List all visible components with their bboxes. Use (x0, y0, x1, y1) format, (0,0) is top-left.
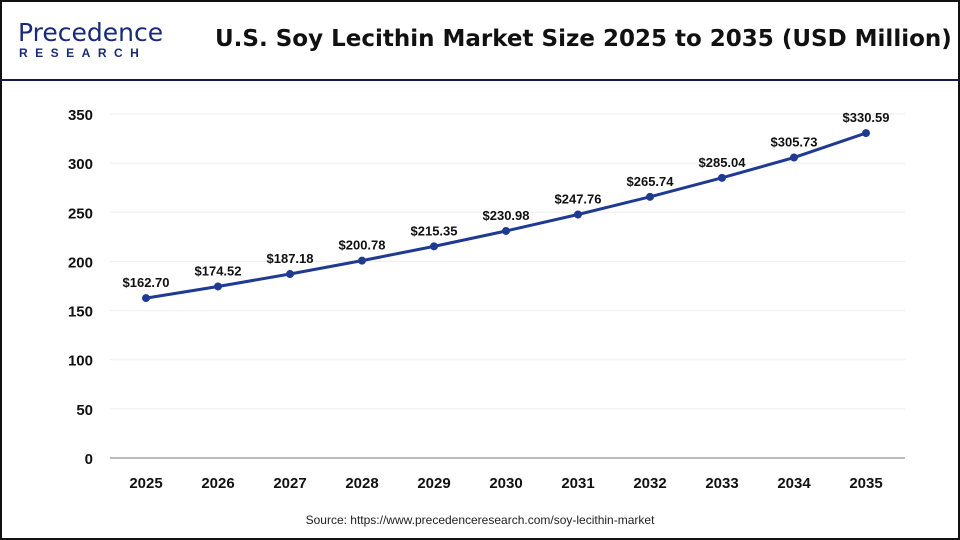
y-tick-label: 0 (85, 451, 93, 468)
logo-subtitle: RESEARCH (19, 46, 147, 60)
data-label: $215.35 (411, 223, 458, 238)
data-label: $285.04 (699, 155, 747, 170)
x-tick-label: 2031 (561, 475, 594, 492)
data-label: $200.78 (339, 238, 386, 253)
y-tick-label: 100 (68, 353, 93, 370)
data-point (142, 294, 150, 303)
x-tick-label: 2032 (633, 475, 666, 492)
data-point (574, 210, 582, 219)
data-label: $265.74 (627, 174, 675, 189)
data-label: $247.76 (555, 191, 602, 206)
data-point (214, 282, 222, 291)
y-tick-label: 200 (68, 254, 93, 271)
data-point (502, 226, 510, 235)
x-tick-label: 2028 (345, 475, 378, 492)
y-tick-label: 350 (68, 107, 93, 124)
data-label: $230.98 (483, 208, 530, 223)
data-label: $305.73 (771, 135, 818, 150)
data-label: $162.70 (123, 275, 170, 290)
x-tick-label: 2034 (777, 475, 811, 492)
x-tick-label: 2025 (129, 475, 162, 492)
source-note: Source: https://www.precedenceresearch.c… (305, 513, 655, 527)
data-point (790, 153, 798, 162)
data-point (286, 270, 294, 279)
logo-wordmark: Precedence (18, 18, 164, 47)
x-tick-label: 2027 (273, 475, 306, 492)
data-point (862, 129, 870, 138)
y-tick-label: 250 (68, 205, 93, 222)
data-point (646, 192, 654, 201)
y-tick-label: 50 (76, 402, 93, 419)
y-tick-label: 150 (68, 304, 93, 321)
chart-title: U.S. Soy Lecithin Market Size 2025 to 20… (215, 26, 952, 52)
x-tick-label: 2026 (201, 475, 234, 492)
precedence-research-logo: Precedence RESEARCH (18, 20, 168, 62)
y-tick-label: 300 (68, 156, 93, 173)
x-tick-label: 2033 (705, 475, 738, 492)
data-label: $174.52 (195, 263, 242, 278)
data-label: $330.59 (843, 110, 890, 125)
x-tick-label: 2035 (849, 475, 882, 492)
x-tick-label: 2029 (417, 475, 450, 492)
data-point (430, 242, 438, 251)
data-point (718, 173, 726, 182)
header-divider (0, 79, 960, 81)
x-tick-label: 2030 (489, 475, 522, 492)
data-point (358, 256, 366, 265)
data-label: $187.18 (267, 251, 314, 266)
